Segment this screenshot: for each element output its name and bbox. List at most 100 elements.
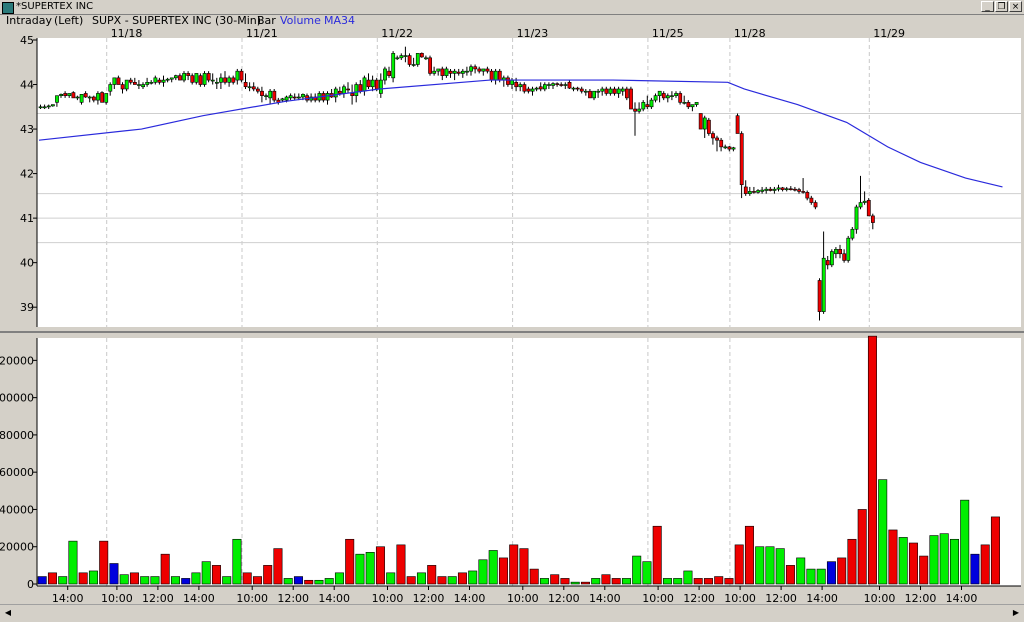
volume-bar: [693, 578, 703, 585]
candle-body: [661, 93, 666, 99]
volume-bar: [509, 544, 519, 585]
scroll-right-icon[interactable]: ▶: [1012, 608, 1020, 617]
volume-bar: [970, 553, 980, 585]
date-label-11-28: 11/28: [734, 27, 766, 40]
candle-body: [67, 93, 72, 96]
candle-body: [219, 77, 223, 83]
candle-body: [432, 70, 437, 74]
candle-body: [227, 77, 232, 83]
date-label-11-25: 11/25: [652, 27, 684, 40]
volume-study-label[interactable]: Volume: [280, 14, 321, 27]
restore-icon[interactable]: ❐: [995, 1, 1008, 12]
candle-body: [63, 93, 68, 96]
candle-body: [403, 55, 408, 57]
candle-body: [571, 87, 576, 90]
time-tick-label: 10:00: [642, 592, 674, 604]
volume-bar: [744, 525, 754, 585]
close-icon[interactable]: ×: [1009, 1, 1022, 12]
price-pane: [37, 38, 1021, 327]
time-tick-label: 10:00: [724, 592, 756, 604]
candle-body: [440, 68, 445, 76]
candle-body: [834, 248, 838, 255]
candle-body: [407, 55, 412, 65]
candle-body: [231, 77, 236, 83]
volume-tick-label: 0: [27, 578, 34, 591]
volume-bar: [960, 499, 970, 585]
candle-body: [428, 57, 433, 74]
volume-bar: [437, 576, 447, 585]
candle-body: [108, 84, 113, 92]
scroll-left-icon[interactable]: ◀: [4, 608, 12, 617]
volume-bar: [550, 574, 560, 585]
candle-body: [850, 228, 855, 239]
volume-bar: [857, 509, 867, 585]
candle-body: [567, 82, 572, 89]
volume-bar: [88, 570, 98, 585]
candle-body: [301, 94, 305, 98]
time-tick-label: 10:00: [372, 592, 404, 604]
candle-body: [555, 83, 560, 85]
candle-body: [120, 84, 125, 90]
candle-body: [161, 79, 166, 83]
candle-body: [55, 95, 59, 103]
volume-bar: [591, 578, 601, 585]
candle-body: [46, 105, 51, 108]
candle-body: [42, 106, 47, 109]
candle-body: [79, 94, 84, 103]
volume-tick-label: 80000: [0, 429, 34, 442]
candle-body: [399, 55, 404, 59]
candle-body: [260, 90, 264, 96]
candle-body: [657, 90, 662, 96]
volume-bar: [714, 576, 724, 585]
candle-body: [366, 79, 371, 88]
candle-body: [670, 95, 674, 97]
candle-body: [497, 70, 502, 81]
horizontal-scrollbar[interactable]: ◀ ▶: [0, 604, 1024, 622]
candle-body: [83, 93, 88, 98]
minimize-icon[interactable]: _: [981, 1, 994, 12]
candle-body: [100, 92, 105, 103]
volume-bar: [355, 553, 365, 585]
candle-body: [424, 57, 428, 60]
candle-body: [92, 96, 96, 101]
candle-body: [694, 102, 699, 105]
volume-bar: [734, 544, 744, 585]
candle-body: [165, 78, 170, 81]
candle-body: [391, 53, 396, 79]
candle-body: [592, 90, 597, 99]
volume-bar: [888, 529, 898, 585]
candle-body: [264, 95, 269, 97]
price-tick-label: 45: [20, 34, 34, 47]
volume-pane: [37, 338, 1021, 586]
style-label: Bar: [257, 14, 276, 27]
candle-body: [817, 280, 822, 312]
candle-body: [747, 191, 752, 194]
candle-body: [506, 77, 510, 85]
candle-body: [493, 70, 498, 81]
chart-canvas[interactable]: 11/18 11/21 11/22 11/23 11/25 11/28 11/29 39 40 4…: [0, 0, 1024, 604]
volume-bar: [160, 553, 170, 585]
volume-bar: [621, 578, 631, 585]
volume-bar: [929, 535, 939, 585]
candle-body: [206, 73, 211, 81]
candle-body: [538, 86, 543, 90]
candle-body: [633, 108, 638, 112]
volume-bar: [488, 550, 498, 585]
candle-body: [752, 191, 756, 193]
candle-body: [797, 189, 802, 192]
volume-bar: [273, 548, 283, 585]
candle-body: [350, 93, 355, 96]
candle-body: [624, 88, 629, 99]
ma-study-label[interactable]: MA34: [324, 14, 356, 27]
volume-bar: [47, 572, 57, 585]
volume-bar: [427, 565, 437, 585]
candle-body: [788, 188, 793, 191]
time-tick-label: 14:00: [454, 592, 486, 604]
candle-body: [866, 200, 871, 217]
candle-body: [608, 88, 613, 94]
volume-bar: [396, 544, 406, 585]
volume-bar: [755, 546, 765, 585]
app-icon: [2, 2, 14, 14]
volume-bar: [170, 576, 180, 585]
candle-body: [346, 88, 351, 91]
